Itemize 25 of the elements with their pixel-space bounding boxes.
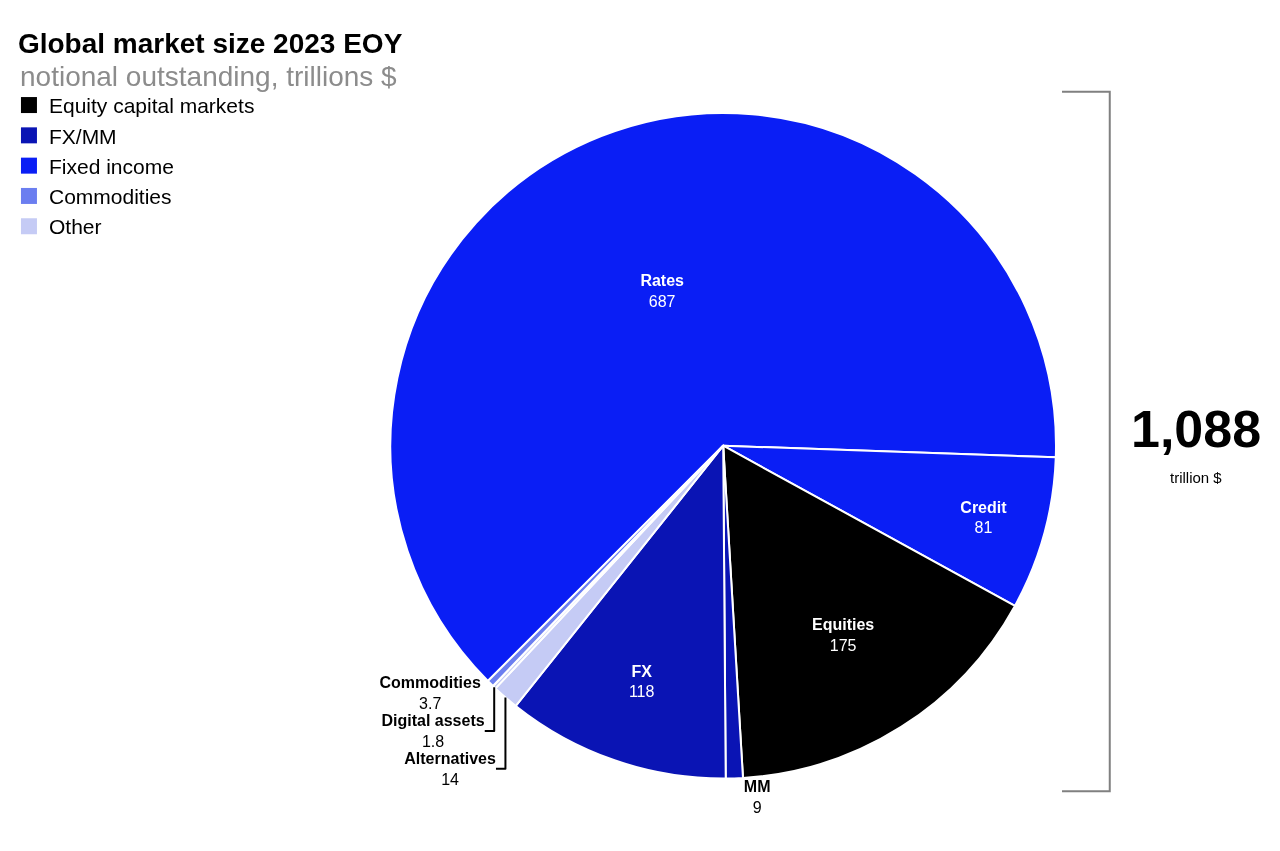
data-label: 118 — [628, 683, 655, 701]
slice-label: MM — [743, 778, 771, 796]
data-label: 14 — [441, 770, 460, 788]
data-label: 9 — [752, 799, 762, 817]
text: trillion $ — [1170, 469, 1223, 486]
slice-label: Commodities — [379, 674, 481, 692]
slice-label: Credit — [960, 498, 1008, 516]
data-label: 175 — [829, 637, 857, 655]
category-label: FX/MM — [48, 124, 117, 148]
text: 1,088 — [1131, 400, 1262, 458]
chart-subtitle: notional outstanding, trillions $ — [20, 61, 398, 92]
slice-label: Rates — [640, 272, 685, 289]
slice-label: Digital assets — [381, 712, 485, 730]
slice-label: FX — [631, 662, 653, 680]
category-label: Commodities — [48, 185, 172, 209]
chart-title: Global market size 2023 EOY — [17, 27, 403, 59]
data-label: 3.7 — [419, 695, 442, 713]
data-label: 81 — [974, 519, 993, 537]
category-label: Fixed income — [48, 154, 174, 178]
category-label: Equity capital markets — [48, 94, 255, 118]
category-label: Other — [48, 215, 102, 239]
slice-label: Equities — [811, 616, 875, 634]
slice-label: Alternatives — [404, 749, 496, 767]
data-label: 1.8 — [421, 732, 445, 750]
data-label: 687 — [648, 292, 676, 310]
